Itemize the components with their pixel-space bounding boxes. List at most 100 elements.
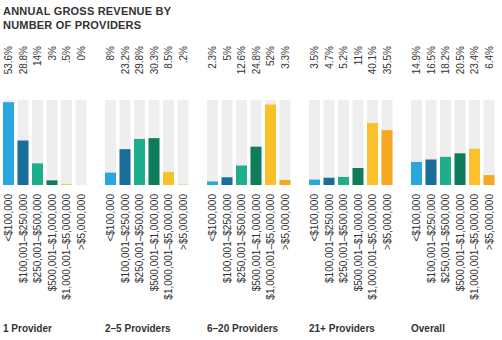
category-label: >$5,000,000 (382, 194, 393, 250)
group-label: 6–20 Providers (207, 323, 279, 334)
category-label: $250,001–$500,000 (32, 194, 43, 283)
category-label: $1,000,001–$5,000,000 (61, 194, 72, 300)
bar (484, 175, 495, 185)
bar-background (411, 100, 422, 185)
bar (222, 177, 233, 185)
category-label: $250,001–$500,000 (236, 194, 247, 283)
bar-background (265, 100, 276, 185)
data-label: 53.6% (3, 46, 14, 74)
bar (324, 178, 335, 185)
bar-background (105, 100, 116, 185)
data-label: 12.6% (236, 46, 247, 74)
group-label: Overall (411, 323, 445, 334)
category-label: $500,001–$1,000,000 (47, 194, 58, 292)
category-label: >$5,000,000 (280, 194, 291, 250)
category-label: >$5,000,000 (178, 194, 189, 250)
bar-background (120, 100, 131, 185)
data-label: 35.5% (382, 46, 393, 74)
bar (280, 180, 291, 185)
bar-background (353, 100, 364, 185)
category-label: <$100,000 (3, 194, 14, 242)
bar (440, 157, 451, 185)
data-label: 28.8% (18, 46, 29, 74)
data-label: 23.2% (120, 46, 131, 74)
category-label: $100,001–$250,000 (120, 194, 131, 283)
group-label: 21+ Providers (309, 323, 375, 334)
category-label: $100,001–$250,000 (426, 194, 437, 283)
data-label: 0% (76, 46, 87, 61)
category-label: >$5,000,000 (76, 194, 87, 250)
category-label: <$100,000 (207, 194, 218, 242)
bar-background (484, 100, 495, 185)
bar-background (61, 100, 72, 185)
bar (149, 138, 160, 185)
category-label: $100,001–$250,000 (324, 194, 335, 283)
bar (265, 105, 276, 185)
bar-background (426, 100, 437, 185)
bar-background (280, 100, 291, 185)
bar (251, 147, 262, 185)
texts: 53.6% <$100,000 28.8% $100,001–$250,000 14% $… (3, 46, 495, 334)
category-label: <$100,000 (309, 194, 320, 242)
category-label: $100,001–$250,000 (222, 194, 233, 283)
category-label: $100,001–$250,000 (18, 194, 29, 283)
bar (18, 140, 29, 185)
category-label: <$100,000 (411, 194, 422, 242)
data-label: 8% (105, 46, 116, 61)
data-label: 16.5% (426, 46, 437, 74)
category-label: >$5,000,000 (484, 194, 495, 250)
data-label: 29.8% (134, 46, 145, 74)
chart: 53.6% <$100,000 28.8% $100,001–$250,000 14% $… (0, 0, 502, 340)
bar (163, 172, 174, 185)
chart-title: ANNUAL GROSS REVENUE BY NUMBER OF PROVID… (3, 4, 181, 32)
data-label: 40.1% (367, 46, 378, 74)
bar (3, 102, 14, 185)
category-label: $500,001–$1,000,000 (353, 194, 364, 292)
bar (367, 123, 378, 185)
bar (469, 149, 480, 185)
bar-background (251, 100, 262, 185)
bar-background (222, 100, 233, 185)
bar-background (367, 100, 378, 185)
bar-background (32, 100, 43, 185)
bar (207, 181, 218, 185)
bar-background (455, 100, 466, 185)
data-label: 6.4% (484, 46, 495, 69)
category-label: $1,000,001–$5,000,000 (469, 194, 480, 300)
bar-background (18, 100, 29, 185)
bar (76, 185, 87, 186)
category-label: <$100,000 (105, 194, 116, 242)
bar (178, 184, 189, 185)
bar-background (440, 100, 451, 185)
bars (3, 102, 495, 185)
data-label: 20.5% (455, 46, 466, 74)
bar-background (338, 100, 349, 185)
bar (61, 184, 72, 185)
category-label: $250,001–$500,000 (338, 194, 349, 283)
bar (32, 163, 43, 185)
bar (455, 153, 466, 185)
category-label: $250,001–$500,000 (134, 194, 145, 283)
bar-background (324, 100, 335, 185)
bar (47, 180, 58, 185)
bar (120, 149, 131, 185)
data-label: 18.2% (440, 46, 451, 74)
bar (236, 166, 247, 185)
bar-background (47, 100, 58, 185)
bar-background (76, 100, 87, 185)
data-label: .2% (178, 46, 189, 63)
category-label: $1,000,001–$5,000,000 (163, 194, 174, 300)
data-label: 3.3% (280, 46, 291, 69)
bar (411, 162, 422, 185)
data-label: 14% (32, 46, 43, 66)
data-label: 11% (353, 46, 364, 65)
bar (309, 180, 320, 185)
bar-background (3, 100, 14, 185)
bar-background (382, 100, 393, 185)
data-label: 2.3% (207, 46, 218, 69)
bar-background (178, 100, 189, 185)
data-label: 3.5% (309, 46, 320, 69)
bar (134, 139, 145, 185)
bar-background (236, 100, 247, 185)
bar (105, 173, 116, 185)
